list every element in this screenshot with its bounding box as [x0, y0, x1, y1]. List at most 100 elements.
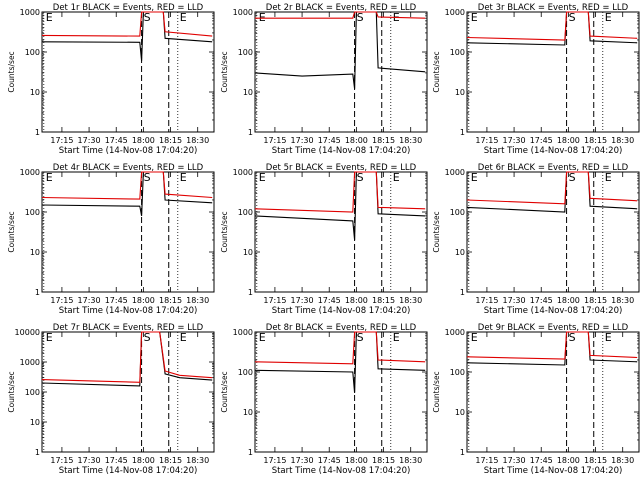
- x-tick-label: 17:15: [50, 456, 73, 465]
- x-tick-label: 18:00: [132, 296, 155, 305]
- y-tick-label: 10: [243, 408, 253, 417]
- x-tick-label: 18:15: [159, 296, 182, 305]
- chart-panel: Det 5r BLACK = Events, RED = LLD 1 10 100 10…: [220, 163, 428, 316]
- marker-label: E: [393, 171, 400, 184]
- x-tick-label: 17:15: [475, 136, 498, 145]
- chart-title: Det 4r BLACK = Events, RED = LLD: [53, 163, 204, 173]
- y-tick-label: 1000: [445, 8, 465, 17]
- x-tick-label: 17:30: [503, 296, 526, 305]
- y-tick-label: 1000: [233, 328, 253, 337]
- marker-label: S: [569, 171, 576, 184]
- x-tick-label: 17:45: [105, 136, 128, 145]
- x-axis-label: Start Time (14-Nov-08 17:04:20): [272, 466, 411, 476]
- plot-frame: [254, 11, 428, 133]
- x-axis-label: Start Time (14-Nov-08 17:04:20): [59, 306, 198, 316]
- y-tick-label: 1000: [445, 328, 465, 337]
- marker-label: E: [180, 331, 187, 344]
- x-tick-label: 18:30: [611, 136, 634, 145]
- lld-series-line: [466, 171, 638, 205]
- y-tick-label: 100: [25, 208, 40, 217]
- x-tick-label: 17:30: [78, 296, 101, 305]
- lld-series-line: [41, 11, 213, 37]
- lld-series-line: [254, 171, 426, 213]
- y-tick-label: 1: [35, 288, 40, 297]
- y-tick-label: 1: [460, 128, 465, 137]
- x-tick-label: 18:00: [345, 136, 368, 145]
- y-tick-label: 1: [460, 448, 465, 457]
- y-tick-label: 10: [30, 418, 40, 427]
- x-tick-label: 18:15: [584, 296, 607, 305]
- marker-label: S: [144, 331, 151, 344]
- plot-frame: [254, 331, 428, 453]
- x-tick-label: 18:00: [557, 456, 580, 465]
- chart-panel: Det 2r BLACK = Events, RED = LLD 1 10 100 10…: [220, 3, 428, 156]
- x-tick-label: 17:30: [291, 456, 314, 465]
- chart-panel: Det 3r BLACK = Events, RED = LLD 1 10 100 10…: [432, 3, 640, 156]
- chart-title: Det 7r BLACK = Events, RED = LLD: [53, 323, 204, 333]
- lld-series-line: [41, 331, 213, 383]
- x-axis-label: Start Time (14-Nov-08 17:04:20): [484, 466, 623, 476]
- marker-label: S: [357, 11, 364, 24]
- y-tick-label: 1000: [20, 168, 40, 177]
- x-tick-label: 18:30: [399, 136, 422, 145]
- x-tick-label: 17:30: [78, 456, 101, 465]
- marker-label: E: [605, 171, 612, 184]
- plot-frame: [41, 11, 215, 133]
- marker-label: E: [259, 171, 266, 184]
- y-tick-label: 1000: [445, 168, 465, 177]
- x-tick-label: 18:00: [132, 456, 155, 465]
- y-axis-label: Counts/sec: [220, 211, 229, 252]
- plot-frame: [41, 171, 215, 293]
- x-tick-label: 18:30: [399, 296, 422, 305]
- x-tick-label: 18:00: [557, 296, 580, 305]
- y-axis-label: Counts/sec: [220, 371, 229, 412]
- x-tick-label: 18:30: [186, 136, 209, 145]
- marker-label: S: [144, 171, 151, 184]
- chart-panel: Det 1r BLACK = Events, RED = LLD 1 10 100 10…: [7, 3, 215, 156]
- y-tick-label: 10: [243, 248, 253, 257]
- chart-title: Det 1r BLACK = Events, RED = LLD: [53, 3, 204, 13]
- plot-frame: [466, 11, 640, 133]
- x-tick-label: 18:15: [372, 456, 395, 465]
- marker-label: E: [46, 171, 53, 184]
- x-tick-label: 17:30: [291, 296, 314, 305]
- y-tick-label: 1: [248, 288, 253, 297]
- chart-title: Det 6r BLACK = Events, RED = LLD: [478, 163, 629, 173]
- x-tick-label: 18:00: [557, 136, 580, 145]
- plot-frame: [466, 171, 640, 293]
- y-axis-label: Counts/sec: [432, 371, 441, 412]
- x-axis-label: Start Time (14-Nov-08 17:04:20): [272, 146, 411, 156]
- y-axis-label: Counts/sec: [7, 211, 16, 252]
- lld-series-line: [466, 331, 638, 360]
- x-tick-label: 17:15: [475, 456, 498, 465]
- y-tick-label: 1: [35, 448, 40, 457]
- y-axis-label: Counts/sec: [7, 51, 16, 92]
- y-tick-label: 100: [238, 368, 253, 377]
- x-axis-label: Start Time (14-Nov-08 17:04:20): [272, 306, 411, 316]
- y-tick-label: 100: [450, 368, 465, 377]
- chart-panel: Det 7r BLACK = Events, RED = LLD 1 10 100 10…: [7, 323, 215, 476]
- y-tick-label: 1: [248, 128, 253, 137]
- plot-frame: [41, 331, 215, 453]
- marker-label: E: [46, 11, 53, 24]
- x-tick-label: 17:30: [503, 456, 526, 465]
- x-axis-label: Start Time (14-Nov-08 17:04:20): [484, 146, 623, 156]
- y-axis-label: Counts/sec: [7, 371, 16, 412]
- y-tick-label: 100: [25, 388, 40, 397]
- plot-frame: [466, 331, 640, 453]
- chart-panel: Det 6r BLACK = Events, RED = LLD 1 10 100 10…: [432, 163, 640, 316]
- chart-panel: Det 9r BLACK = Events, RED = LLD 1 10 100 10…: [432, 323, 640, 476]
- y-axis-label: Counts/sec: [220, 51, 229, 92]
- y-tick-label: 10: [30, 248, 40, 257]
- marker-label: E: [471, 11, 478, 24]
- x-tick-label: 18:30: [611, 456, 634, 465]
- lld-series-line: [254, 331, 426, 365]
- x-tick-label: 18:15: [372, 296, 395, 305]
- x-tick-label: 17:15: [475, 296, 498, 305]
- y-tick-label: 1000: [233, 168, 253, 177]
- y-tick-label: 10: [455, 88, 465, 97]
- chart-title: Det 5r BLACK = Events, RED = LLD: [266, 163, 417, 173]
- x-tick-label: 17:15: [263, 296, 286, 305]
- y-tick-label: 10: [455, 248, 465, 257]
